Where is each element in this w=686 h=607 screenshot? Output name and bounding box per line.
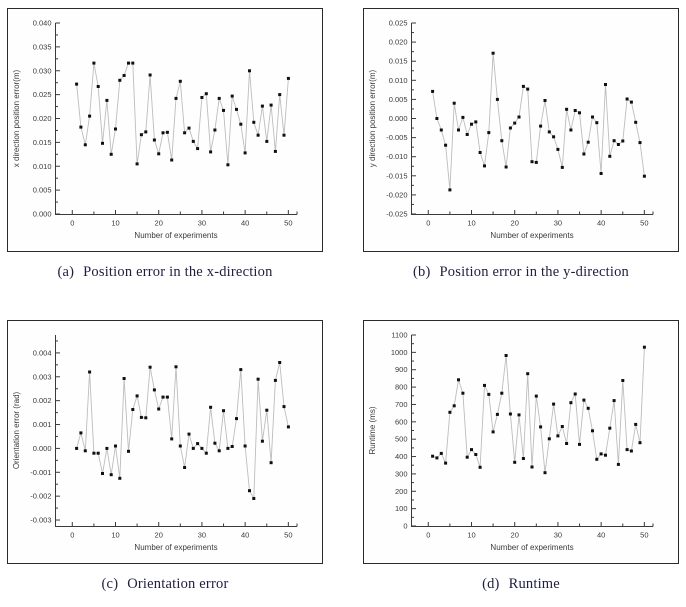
svg-text:20: 20 <box>511 531 519 540</box>
svg-text:0.005: 0.005 <box>389 95 408 104</box>
svg-text:20: 20 <box>511 219 519 228</box>
svg-text:10: 10 <box>467 219 475 228</box>
caption-label-b: (b) <box>413 264 431 280</box>
svg-text:40: 40 <box>241 219 249 228</box>
svg-text:0.015: 0.015 <box>389 57 408 66</box>
svg-text:30: 30 <box>198 219 206 228</box>
svg-text:0.000: 0.000 <box>33 210 52 219</box>
svg-text:50: 50 <box>284 531 292 540</box>
svg-text:y direction position error(m): y direction position error(m) <box>368 69 377 167</box>
svg-text:0: 0 <box>426 219 430 228</box>
subplot-c: 0 10 20 30 40 50 -0.003 -0.002 -0.001 0.000 0.001 0… <box>7 320 323 564</box>
svg-text:x direction position error(m): x direction position error(m) <box>12 69 21 167</box>
svg-text:20: 20 <box>155 219 163 228</box>
svg-text:0.040: 0.040 <box>33 19 52 28</box>
svg-text:500: 500 <box>395 435 408 444</box>
chart-c-canvas: 0 10 20 30 40 50 -0.003 -0.002 -0.001 0.000 0.001 0… <box>12 335 298 552</box>
svg-text:50: 50 <box>640 531 648 540</box>
subplot-d-cell: 0 10 20 30 40 50 0 100 200 300 400 500 600 700 800 900 1… <box>363 320 679 593</box>
svg-text:200: 200 <box>395 487 408 496</box>
subplot-b-caption: (b) Position error in the y-direction <box>363 264 679 281</box>
subplot-b-cell: 0 10 20 30 40 50 -0.025 -0.020 -0.015 -0.010 -0.00… <box>363 8 679 281</box>
svg-text:30: 30 <box>554 219 562 228</box>
svg-text:0: 0 <box>403 522 407 531</box>
chart-b-canvas: 0 10 20 30 40 50 -0.025 -0.020 -0.015 -0.010 -0.00… <box>368 19 654 240</box>
svg-text:0.025: 0.025 <box>389 19 408 28</box>
svg-text:-0.003: -0.003 <box>30 516 51 525</box>
svg-text:Runtime (ms): Runtime (ms) <box>368 406 377 454</box>
svg-text:50: 50 <box>640 219 648 228</box>
subplot-b: 0 10 20 30 40 50 -0.025 -0.020 -0.015 -0.010 -0.00… <box>363 8 679 252</box>
subplot-d-caption: (d) Runtime <box>363 576 679 593</box>
svg-text:300: 300 <box>395 469 408 478</box>
caption-text-b: Position error in the y-direction <box>439 264 629 280</box>
svg-text:900: 900 <box>395 365 408 374</box>
svg-text:50: 50 <box>284 219 292 228</box>
svg-text:-0.010: -0.010 <box>386 152 407 161</box>
svg-text:40: 40 <box>241 531 249 540</box>
svg-text:0: 0 <box>70 219 74 228</box>
svg-text:10: 10 <box>111 531 119 540</box>
subplot-c-caption: (c) Orientation error <box>7 576 323 593</box>
svg-text:100: 100 <box>395 504 408 513</box>
svg-text:0.025: 0.025 <box>33 90 52 99</box>
svg-text:Orientation error (rad): Orientation error (rad) <box>12 391 21 469</box>
svg-text:1000: 1000 <box>391 348 408 357</box>
svg-text:Number of experiments: Number of experiments <box>134 231 217 240</box>
svg-text:700: 700 <box>395 400 408 409</box>
svg-text:0.030: 0.030 <box>33 66 52 75</box>
svg-text:30: 30 <box>554 531 562 540</box>
svg-text:0.001: 0.001 <box>33 420 52 429</box>
subplot-a-caption: (a) Position error in the x-direction <box>7 264 323 281</box>
svg-text:0.010: 0.010 <box>33 162 52 171</box>
svg-text:10: 10 <box>111 219 119 228</box>
svg-text:0: 0 <box>70 531 74 540</box>
subplot-c-cell: 0 10 20 30 40 50 -0.003 -0.002 -0.001 0.000 0.001 0… <box>7 320 323 593</box>
svg-text:40: 40 <box>597 531 605 540</box>
svg-text:0.020: 0.020 <box>33 114 52 123</box>
svg-text:600: 600 <box>395 417 408 426</box>
svg-text:0.015: 0.015 <box>33 138 52 147</box>
svg-text:0.002: 0.002 <box>33 396 52 405</box>
svg-text:Number of experiments: Number of experiments <box>490 543 573 552</box>
svg-text:-0.020: -0.020 <box>386 190 407 199</box>
svg-text:-0.005: -0.005 <box>386 133 407 142</box>
svg-text:400: 400 <box>395 452 408 461</box>
svg-text:Number of experiments: Number of experiments <box>490 231 573 240</box>
svg-text:Number of experiments: Number of experiments <box>134 543 217 552</box>
caption-text-c: Orientation error <box>127 576 229 592</box>
svg-text:0.020: 0.020 <box>389 38 408 47</box>
svg-text:0: 0 <box>426 531 430 540</box>
chart-a-canvas: 0 10 20 30 40 50 0.000 0.005 0.010 0.015 0.020 0.02… <box>12 19 298 240</box>
svg-text:20: 20 <box>155 531 163 540</box>
svg-text:40: 40 <box>597 219 605 228</box>
svg-text:0.005: 0.005 <box>33 186 52 195</box>
subplot-a-cell: 0 10 20 30 40 50 0.000 0.005 0.010 0.015 0.020 0.02… <box>7 8 323 281</box>
caption-text-a: Position error in the x-direction <box>83 264 273 280</box>
subplot-a: 0 10 20 30 40 50 0.000 0.005 0.010 0.015 0.020 0.02… <box>7 8 323 252</box>
svg-text:-0.001: -0.001 <box>30 468 51 477</box>
chart-d-canvas: 0 10 20 30 40 5001002003004005006007008009001… <box>368 331 654 552</box>
svg-text:-0.002: -0.002 <box>30 492 51 501</box>
svg-text:0.010: 0.010 <box>389 76 408 85</box>
svg-text:0.000: 0.000 <box>389 114 408 123</box>
svg-text:1100: 1100 <box>391 331 407 340</box>
svg-text:0.035: 0.035 <box>33 42 52 51</box>
caption-label-d: (d) <box>482 576 500 592</box>
svg-text:-0.025: -0.025 <box>386 210 407 219</box>
caption-text-d: Runtime <box>508 576 560 592</box>
svg-text:10: 10 <box>467 531 475 540</box>
caption-label-c: (c) <box>101 576 119 592</box>
svg-text:30: 30 <box>198 531 206 540</box>
svg-text:-0.015: -0.015 <box>386 171 407 180</box>
svg-text:0.004: 0.004 <box>33 348 52 357</box>
svg-text:800: 800 <box>395 383 408 392</box>
caption-label-a: (a) <box>57 264 75 280</box>
svg-text:0.003: 0.003 <box>33 372 52 381</box>
svg-text:0.000: 0.000 <box>33 444 52 453</box>
subplot-d: 0 10 20 30 40 50 0 100 200 300 400 500 600 700 800 900 1… <box>363 320 679 564</box>
